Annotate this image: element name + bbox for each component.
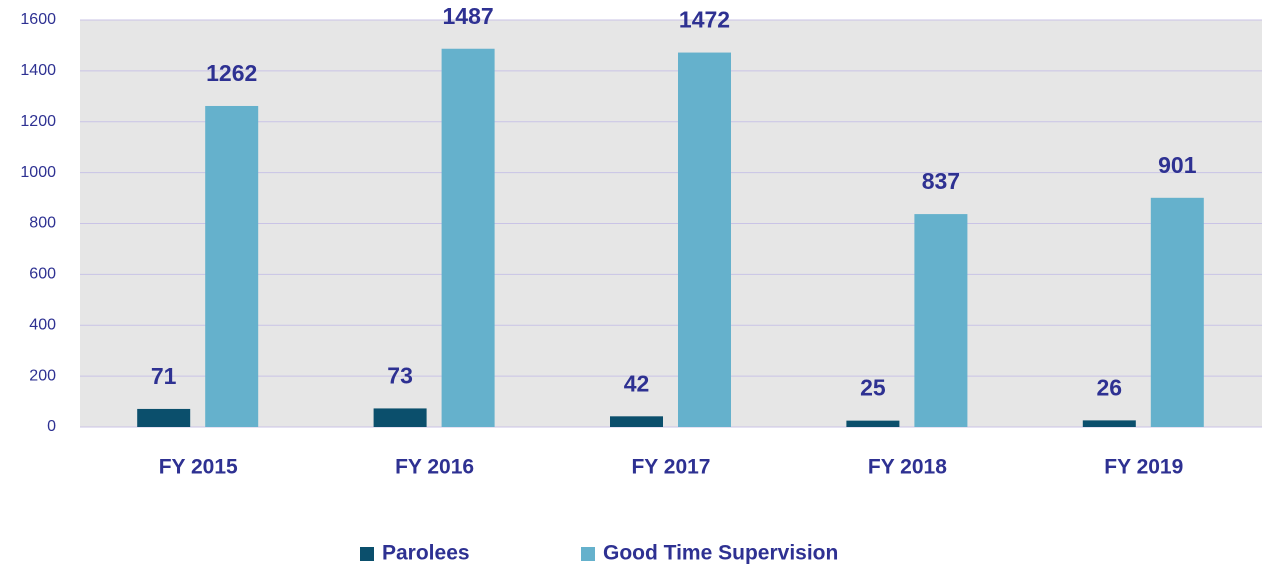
legend-label: Parolees bbox=[382, 542, 470, 565]
legend-swatch bbox=[581, 547, 595, 561]
y-tick-label: 1000 bbox=[20, 164, 56, 181]
data-label: 1262 bbox=[206, 60, 257, 86]
y-tick-label: 800 bbox=[29, 215, 56, 232]
bar bbox=[678, 52, 731, 428]
bar bbox=[137, 408, 191, 427]
y-tick-label: 200 bbox=[29, 367, 56, 384]
bar bbox=[846, 420, 900, 427]
data-label: 837 bbox=[922, 168, 960, 194]
data-label: 71 bbox=[151, 363, 177, 389]
x-tick-label: FY 2018 bbox=[868, 456, 947, 479]
bar bbox=[914, 214, 968, 427]
x-tick-label: FY 2015 bbox=[159, 456, 238, 479]
y-tick-label: 1600 bbox=[20, 11, 56, 28]
x-tick-label: FY 2017 bbox=[631, 456, 710, 479]
y-tick-label: 600 bbox=[29, 266, 56, 283]
x-tick-label: FY 2016 bbox=[395, 456, 474, 479]
y-tick-label: 1400 bbox=[20, 62, 56, 79]
legend-label: Good Time Supervision bbox=[603, 542, 838, 565]
bar bbox=[205, 105, 259, 427]
data-label: 26 bbox=[1097, 374, 1123, 400]
bar bbox=[441, 48, 495, 427]
x-tick-label: FY 2019 bbox=[1104, 456, 1183, 479]
y-tick-label: 1200 bbox=[20, 113, 56, 130]
data-label: 901 bbox=[1158, 152, 1197, 178]
data-label: 1487 bbox=[443, 3, 494, 29]
legend-swatch bbox=[360, 547, 374, 561]
y-tick-label: 400 bbox=[29, 316, 56, 333]
data-label: 73 bbox=[387, 363, 413, 389]
bar bbox=[610, 416, 663, 427]
y-tick-label: 0 bbox=[47, 418, 56, 435]
bar bbox=[1082, 420, 1136, 427]
data-label: 25 bbox=[860, 375, 886, 401]
data-label: 42 bbox=[624, 370, 650, 396]
bar bbox=[1150, 197, 1204, 427]
data-label: 1472 bbox=[679, 7, 730, 33]
bar bbox=[373, 408, 427, 427]
